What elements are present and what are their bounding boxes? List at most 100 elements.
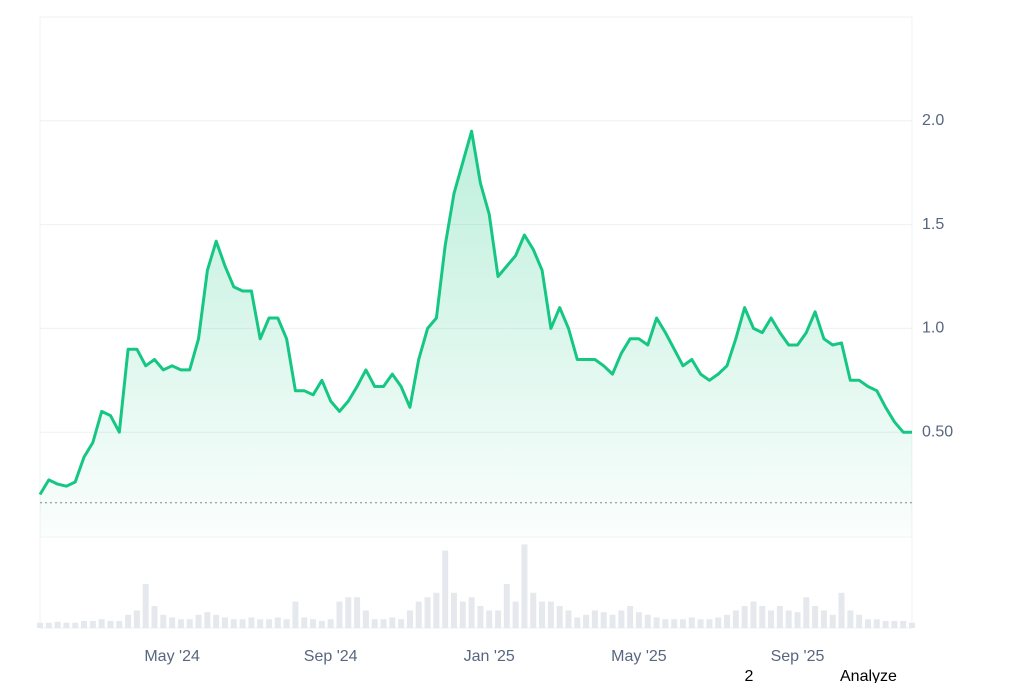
volume-bar <box>539 601 546 628</box>
volume-bar <box>556 606 563 628</box>
volume-bar <box>142 584 149 628</box>
volume-bar <box>820 610 827 628</box>
volume-bar <box>327 619 334 628</box>
volume-bar <box>591 610 598 628</box>
volume-bar <box>697 619 704 628</box>
volume-bar <box>627 606 634 628</box>
volume-bar <box>274 617 281 628</box>
volume-bar <box>635 612 642 628</box>
area-fill <box>40 131 912 536</box>
volume-bar <box>177 619 184 628</box>
volume-bar <box>37 622 43 628</box>
volume-bar <box>248 617 255 628</box>
volume-bar <box>283 619 290 628</box>
volume-bar <box>477 606 484 628</box>
volume-bar <box>98 619 105 628</box>
volume-bar <box>318 620 325 628</box>
volume-bar <box>450 592 457 628</box>
volume-bar <box>45 622 52 628</box>
volume-bar <box>662 619 669 628</box>
volume-bar <box>89 620 96 628</box>
volume-bar <box>574 617 581 628</box>
volume-bar <box>257 619 264 628</box>
volume-bar <box>345 597 352 628</box>
volume-bar <box>433 592 440 628</box>
volume-bar <box>618 610 625 628</box>
volume-bar <box>415 601 422 628</box>
volume-bar <box>671 619 678 628</box>
volume-bar <box>768 610 775 628</box>
volume-bar <box>371 619 378 628</box>
volume-bar <box>759 606 766 628</box>
volume-bar <box>362 610 369 628</box>
x-tick-label: Jan '25 <box>464 648 515 665</box>
volume-bar <box>301 617 308 628</box>
volume-bar <box>213 614 220 628</box>
volume-bar <box>221 617 228 628</box>
volume-bar <box>900 620 907 628</box>
volume-bar <box>644 614 651 628</box>
badge: 2 <box>745 668 754 683</box>
volume-bar <box>442 550 449 628</box>
volume-bar <box>169 617 176 628</box>
volume-bar <box>424 597 431 628</box>
volume-bar <box>81 620 88 628</box>
volume-bar <box>838 592 845 628</box>
volume-bar <box>204 612 211 628</box>
volume-bar <box>803 597 810 628</box>
volume-bar <box>125 614 132 628</box>
volume-bar <box>186 619 193 628</box>
volume-bar <box>107 620 114 628</box>
volume-bar <box>891 620 898 628</box>
volume-bar <box>389 617 396 628</box>
y-tick-label: 0.50 <box>922 423 953 440</box>
volume-bar <box>521 544 528 628</box>
volume-bar <box>468 597 475 628</box>
volume-bar <box>406 610 413 628</box>
volume-bar <box>741 606 748 628</box>
volume-bar <box>54 621 61 628</box>
volume-bar <box>600 612 607 628</box>
price-line <box>38 129 912 496</box>
volume-bar <box>116 620 123 628</box>
volume-bar <box>547 601 554 628</box>
volume-bar <box>503 584 510 628</box>
volume-bar <box>794 612 801 628</box>
volume-bar <box>609 614 616 628</box>
volume-bar <box>873 619 880 628</box>
volume-bar <box>856 614 863 628</box>
x-tick-label: Sep '24 <box>304 648 358 665</box>
y-tick-label: 1.5 <box>922 216 944 233</box>
volume-bar <box>583 614 590 628</box>
x-tick-label: May '25 <box>611 648 667 665</box>
y-tick-label: 1.0 <box>922 320 944 337</box>
volume-bar <box>151 606 158 628</box>
x-tick-label: Sep '25 <box>771 648 825 665</box>
volume-bar <box>512 601 519 628</box>
volume-bar <box>776 606 783 628</box>
volume-bar <box>195 614 202 628</box>
volume-bar <box>495 610 502 628</box>
volume-bar <box>133 610 140 628</box>
volume-bar <box>829 614 836 628</box>
y-tick-label: 2.0 <box>922 112 944 129</box>
volume-bar <box>706 619 713 628</box>
volume-bar <box>292 601 299 628</box>
volume-bar <box>160 614 167 628</box>
volume-bar <box>882 620 889 628</box>
volume-bar <box>679 619 686 628</box>
volume-bar <box>336 601 343 628</box>
volume-bar <box>230 619 237 628</box>
volume-bar <box>530 592 537 628</box>
volume-bar <box>354 597 361 628</box>
volume-bar <box>63 622 70 628</box>
volume-bar <box>732 610 739 628</box>
volume-bar <box>812 606 819 628</box>
volume-bar <box>266 619 273 628</box>
analyze-button[interactable]: Analyze <box>840 668 897 683</box>
volume-bar <box>310 619 317 628</box>
volume-bar <box>72 622 79 628</box>
x-tick-label: May '24 <box>144 648 200 665</box>
volume-bar <box>398 619 405 628</box>
